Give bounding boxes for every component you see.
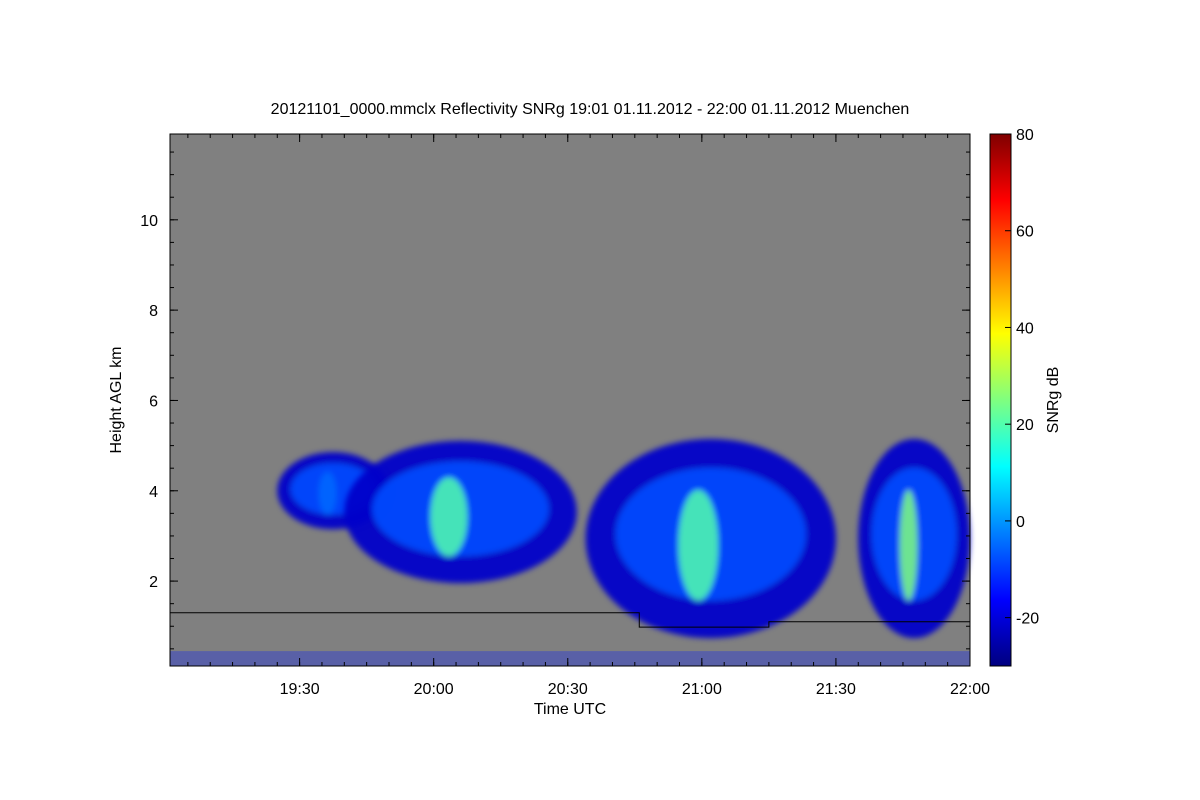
lower-line-layer (170, 612, 970, 666)
colorbar-ticks: -20 0 20 40 60 80 (1005, 127, 1039, 628)
x-tick-label: 21:30 (816, 681, 856, 698)
plot-background (170, 134, 970, 666)
echo-region (858, 438, 970, 639)
x-tick-label: 21:00 (682, 681, 722, 698)
x-axis-label: Time UTC (534, 701, 606, 718)
colorbar-tick-label: 40 (1016, 320, 1034, 337)
y-tick-label: 2 (149, 574, 158, 591)
echo-core (430, 477, 468, 557)
colorbar-tick-label: 0 (1016, 514, 1025, 531)
echo-core (318, 471, 337, 515)
colorbar-tick-label: 80 (1016, 127, 1034, 144)
x-tick-label: 22:00 (950, 681, 990, 698)
y-tick-label: 10 (140, 213, 158, 230)
echo-region (585, 438, 836, 639)
lower-step-line (170, 612, 970, 628)
y-tick-label: 6 (149, 393, 158, 410)
x-tick-label: 20:30 (548, 681, 588, 698)
y-tick-label: 8 (149, 303, 158, 320)
x-tick-label: 19:30 (280, 681, 320, 698)
echo-core (678, 489, 719, 601)
echo-layer (277, 438, 970, 639)
x-axis-ticks: 19:30 20:00 20:30 21:00 21:30 22:00 (187, 134, 990, 698)
colorbar-tick-label: 60 (1016, 224, 1034, 241)
colorbar-label: SNRg dB (1045, 367, 1062, 434)
x-tick-label: 20:00 (414, 681, 454, 698)
chart-title: 20121101_0000.mmclx Reflectivity SNRg 19… (271, 101, 910, 118)
colorbar (989, 133, 1012, 667)
colorbar-tick-label: -20 (1016, 611, 1039, 628)
y-axis-ticks: 2 4 6 8 10 (140, 151, 970, 650)
colorbar-tick-label: 20 (1016, 417, 1034, 434)
y-tick-label: 4 (149, 484, 158, 501)
echo-region (344, 440, 577, 584)
ground-clutter-band (170, 651, 970, 666)
echo-core (899, 489, 918, 601)
y-axis-label: Height AGL km (108, 346, 125, 453)
